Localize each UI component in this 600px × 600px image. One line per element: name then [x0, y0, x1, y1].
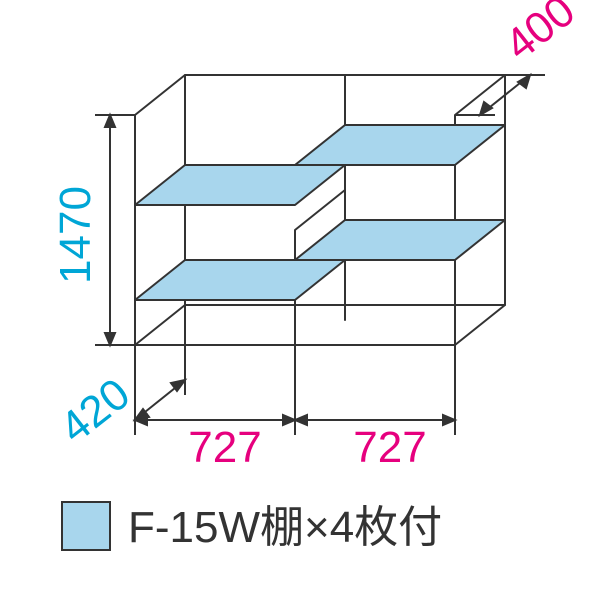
- shelf-top-right: [295, 125, 505, 165]
- dim-depth-right-label: 400: [496, 0, 584, 70]
- dim-width-right-label: 727: [353, 423, 426, 472]
- diagram-canvas: 1470 420 727 727 400 F-15W棚×4枚付: [0, 0, 600, 600]
- shelf-top-left: [135, 165, 345, 205]
- dim-height: [95, 115, 135, 345]
- dim-width-left-label: 727: [188, 423, 261, 472]
- legend-text: F-15W棚×4枚付: [128, 503, 442, 552]
- diagram-svg: 1470 420 727 727 400 F-15W棚×4枚付: [0, 0, 600, 600]
- legend-swatch: [62, 502, 110, 550]
- shelves: [135, 125, 505, 300]
- dim-depth-left-label: 420: [51, 369, 139, 453]
- dim-height-label: 1470: [51, 186, 100, 284]
- shelf-bottom-left: [135, 260, 345, 300]
- dim-width-left: [135, 345, 295, 435]
- dim-depth-right: [455, 75, 545, 115]
- box-outline: [135, 75, 505, 345]
- shelf-bottom-right: [295, 220, 505, 260]
- dim-width-right: [295, 345, 455, 435]
